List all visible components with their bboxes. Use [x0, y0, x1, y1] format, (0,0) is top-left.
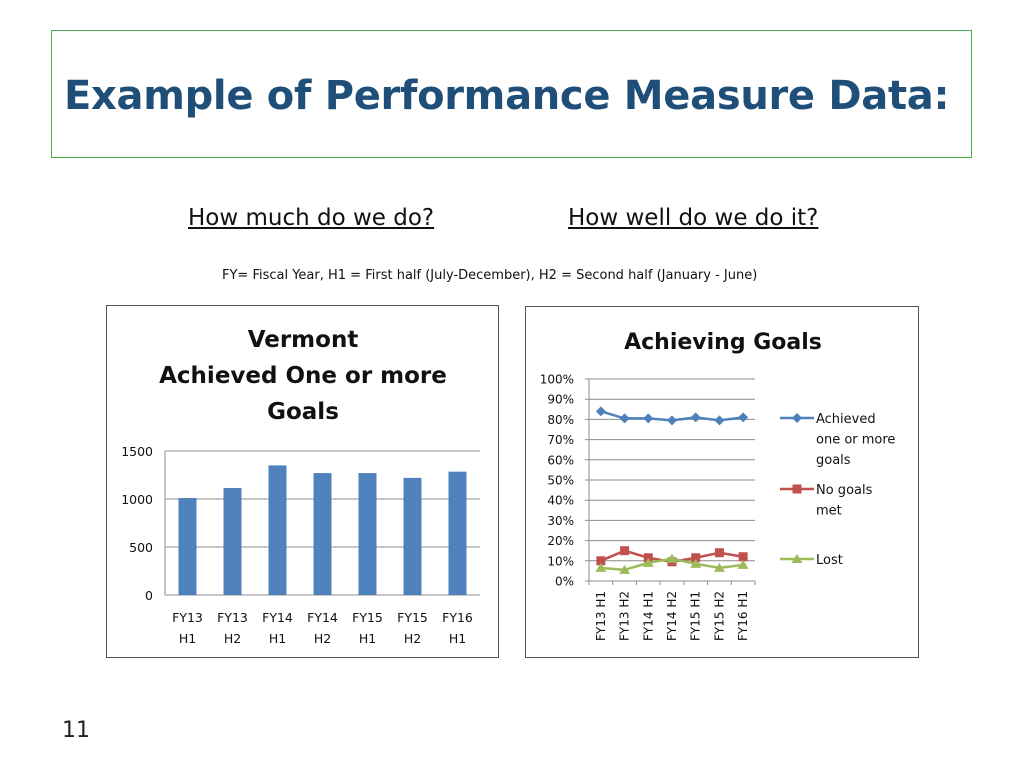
x-tick-label: FY13	[172, 610, 203, 625]
y-tick-label: 90%	[547, 393, 574, 407]
data-point	[620, 546, 630, 556]
y-tick-label: 0%	[555, 575, 574, 589]
data-point	[713, 562, 725, 572]
chart-title-line: Achieved One or more	[159, 363, 447, 389]
x-tick-label: FY13	[217, 610, 248, 625]
legend-label: goals	[816, 453, 851, 468]
y-tick-label: 20%	[547, 534, 574, 548]
y-tick-label: 0	[145, 588, 153, 603]
x-tick-label: H1	[179, 631, 196, 646]
bar	[358, 473, 377, 595]
x-tick-label: FY16	[442, 610, 473, 625]
y-tick-label: 500	[129, 540, 153, 555]
bar	[268, 465, 287, 595]
x-tick-label: FY15 H1	[689, 591, 703, 641]
x-tick-label: H1	[359, 631, 376, 646]
bar	[313, 473, 332, 595]
legend-marker	[792, 413, 802, 423]
legend-label: one or more	[816, 433, 895, 448]
data-point	[643, 413, 654, 424]
legend-label: Achieved	[816, 412, 876, 427]
chart-title: Achieving Goals	[624, 330, 822, 355]
title-box: Example of Performance Measure Data:	[51, 30, 972, 158]
y-tick-label: 1000	[121, 492, 153, 507]
x-tick-label: FY13 H2	[618, 591, 632, 641]
y-tick-label: 10%	[547, 554, 574, 568]
x-tick-label: H2	[314, 631, 331, 646]
x-tick-label: H1	[269, 631, 286, 646]
bar	[448, 471, 467, 595]
y-tick-label: 30%	[547, 514, 574, 528]
bar	[223, 487, 242, 595]
x-tick-label: FY15	[352, 610, 383, 625]
x-tick-label: FY14	[262, 610, 293, 625]
legend-marker	[791, 554, 803, 563]
line-chart-svg: Achieving Goals 0% 10% 20% 30% 40% 50% 60% 70% 80…	[540, 330, 896, 641]
vermont-bar-chart: Vermont Achieved One or more Goals 0 500 1000…	[106, 305, 499, 658]
slide-title: Example of Performance Measure Data:	[64, 73, 950, 119]
data-point	[595, 562, 607, 572]
x-tick-label: FY16 H1	[736, 591, 750, 641]
data-point	[595, 406, 606, 417]
legend-label: met	[816, 504, 842, 519]
x-tick-label: FY14 H1	[641, 591, 655, 641]
data-point	[690, 558, 702, 568]
y-tick-label: 60%	[547, 453, 574, 467]
bar-chart-svg: Vermont Achieved One or more Goals 0 500 1000…	[121, 327, 480, 646]
y-tick-label: 70%	[547, 433, 574, 447]
y-tick-label: 50%	[547, 474, 574, 488]
data-point	[667, 415, 677, 426]
x-tick-label: H2	[224, 631, 241, 646]
x-tick-label: FY13 H1	[594, 591, 608, 641]
data-point	[596, 556, 606, 566]
heading-how-much: How much do we do?	[188, 205, 435, 231]
chart-title-line: Goals	[267, 399, 339, 425]
data-point	[619, 564, 631, 574]
legend-label: No goals	[816, 483, 873, 498]
y-tick-label: 1500	[121, 444, 153, 459]
y-tick-label: 100%	[540, 373, 574, 387]
data-point	[690, 412, 701, 423]
page-number: 11	[62, 718, 90, 743]
y-tick-label: 80%	[547, 413, 574, 427]
data-point	[691, 553, 701, 563]
fiscal-year-footnote: FY= Fiscal Year, H1 = First half (July-D…	[222, 268, 758, 283]
bar	[178, 498, 197, 595]
x-tick-label: H2	[404, 631, 421, 646]
data-point	[714, 548, 724, 558]
data-point	[738, 412, 749, 423]
x-tick-label: FY15 H2	[712, 591, 726, 641]
chart-title-line: Vermont	[248, 327, 359, 353]
y-tick-label: 40%	[547, 494, 574, 508]
legend-label: Lost	[816, 553, 843, 568]
data-point	[714, 415, 725, 426]
legend-marker	[792, 484, 802, 494]
achieving-goals-line-chart: Achieving Goals 0% 10% 20% 30% 40% 50% 60% 70% 80…	[525, 306, 919, 658]
data-point	[643, 553, 653, 563]
bar	[403, 477, 422, 595]
data-point	[738, 552, 748, 562]
data-point	[737, 559, 749, 569]
x-tick-label: FY14 H2	[665, 591, 679, 641]
x-tick-label: FY14	[307, 610, 338, 625]
heading-how-well: How well do we do it?	[568, 205, 819, 231]
x-tick-label: FY15	[397, 610, 428, 625]
data-point	[642, 557, 654, 567]
x-tick-label: H1	[449, 631, 466, 646]
data-point	[666, 553, 678, 563]
data-point	[619, 413, 630, 424]
